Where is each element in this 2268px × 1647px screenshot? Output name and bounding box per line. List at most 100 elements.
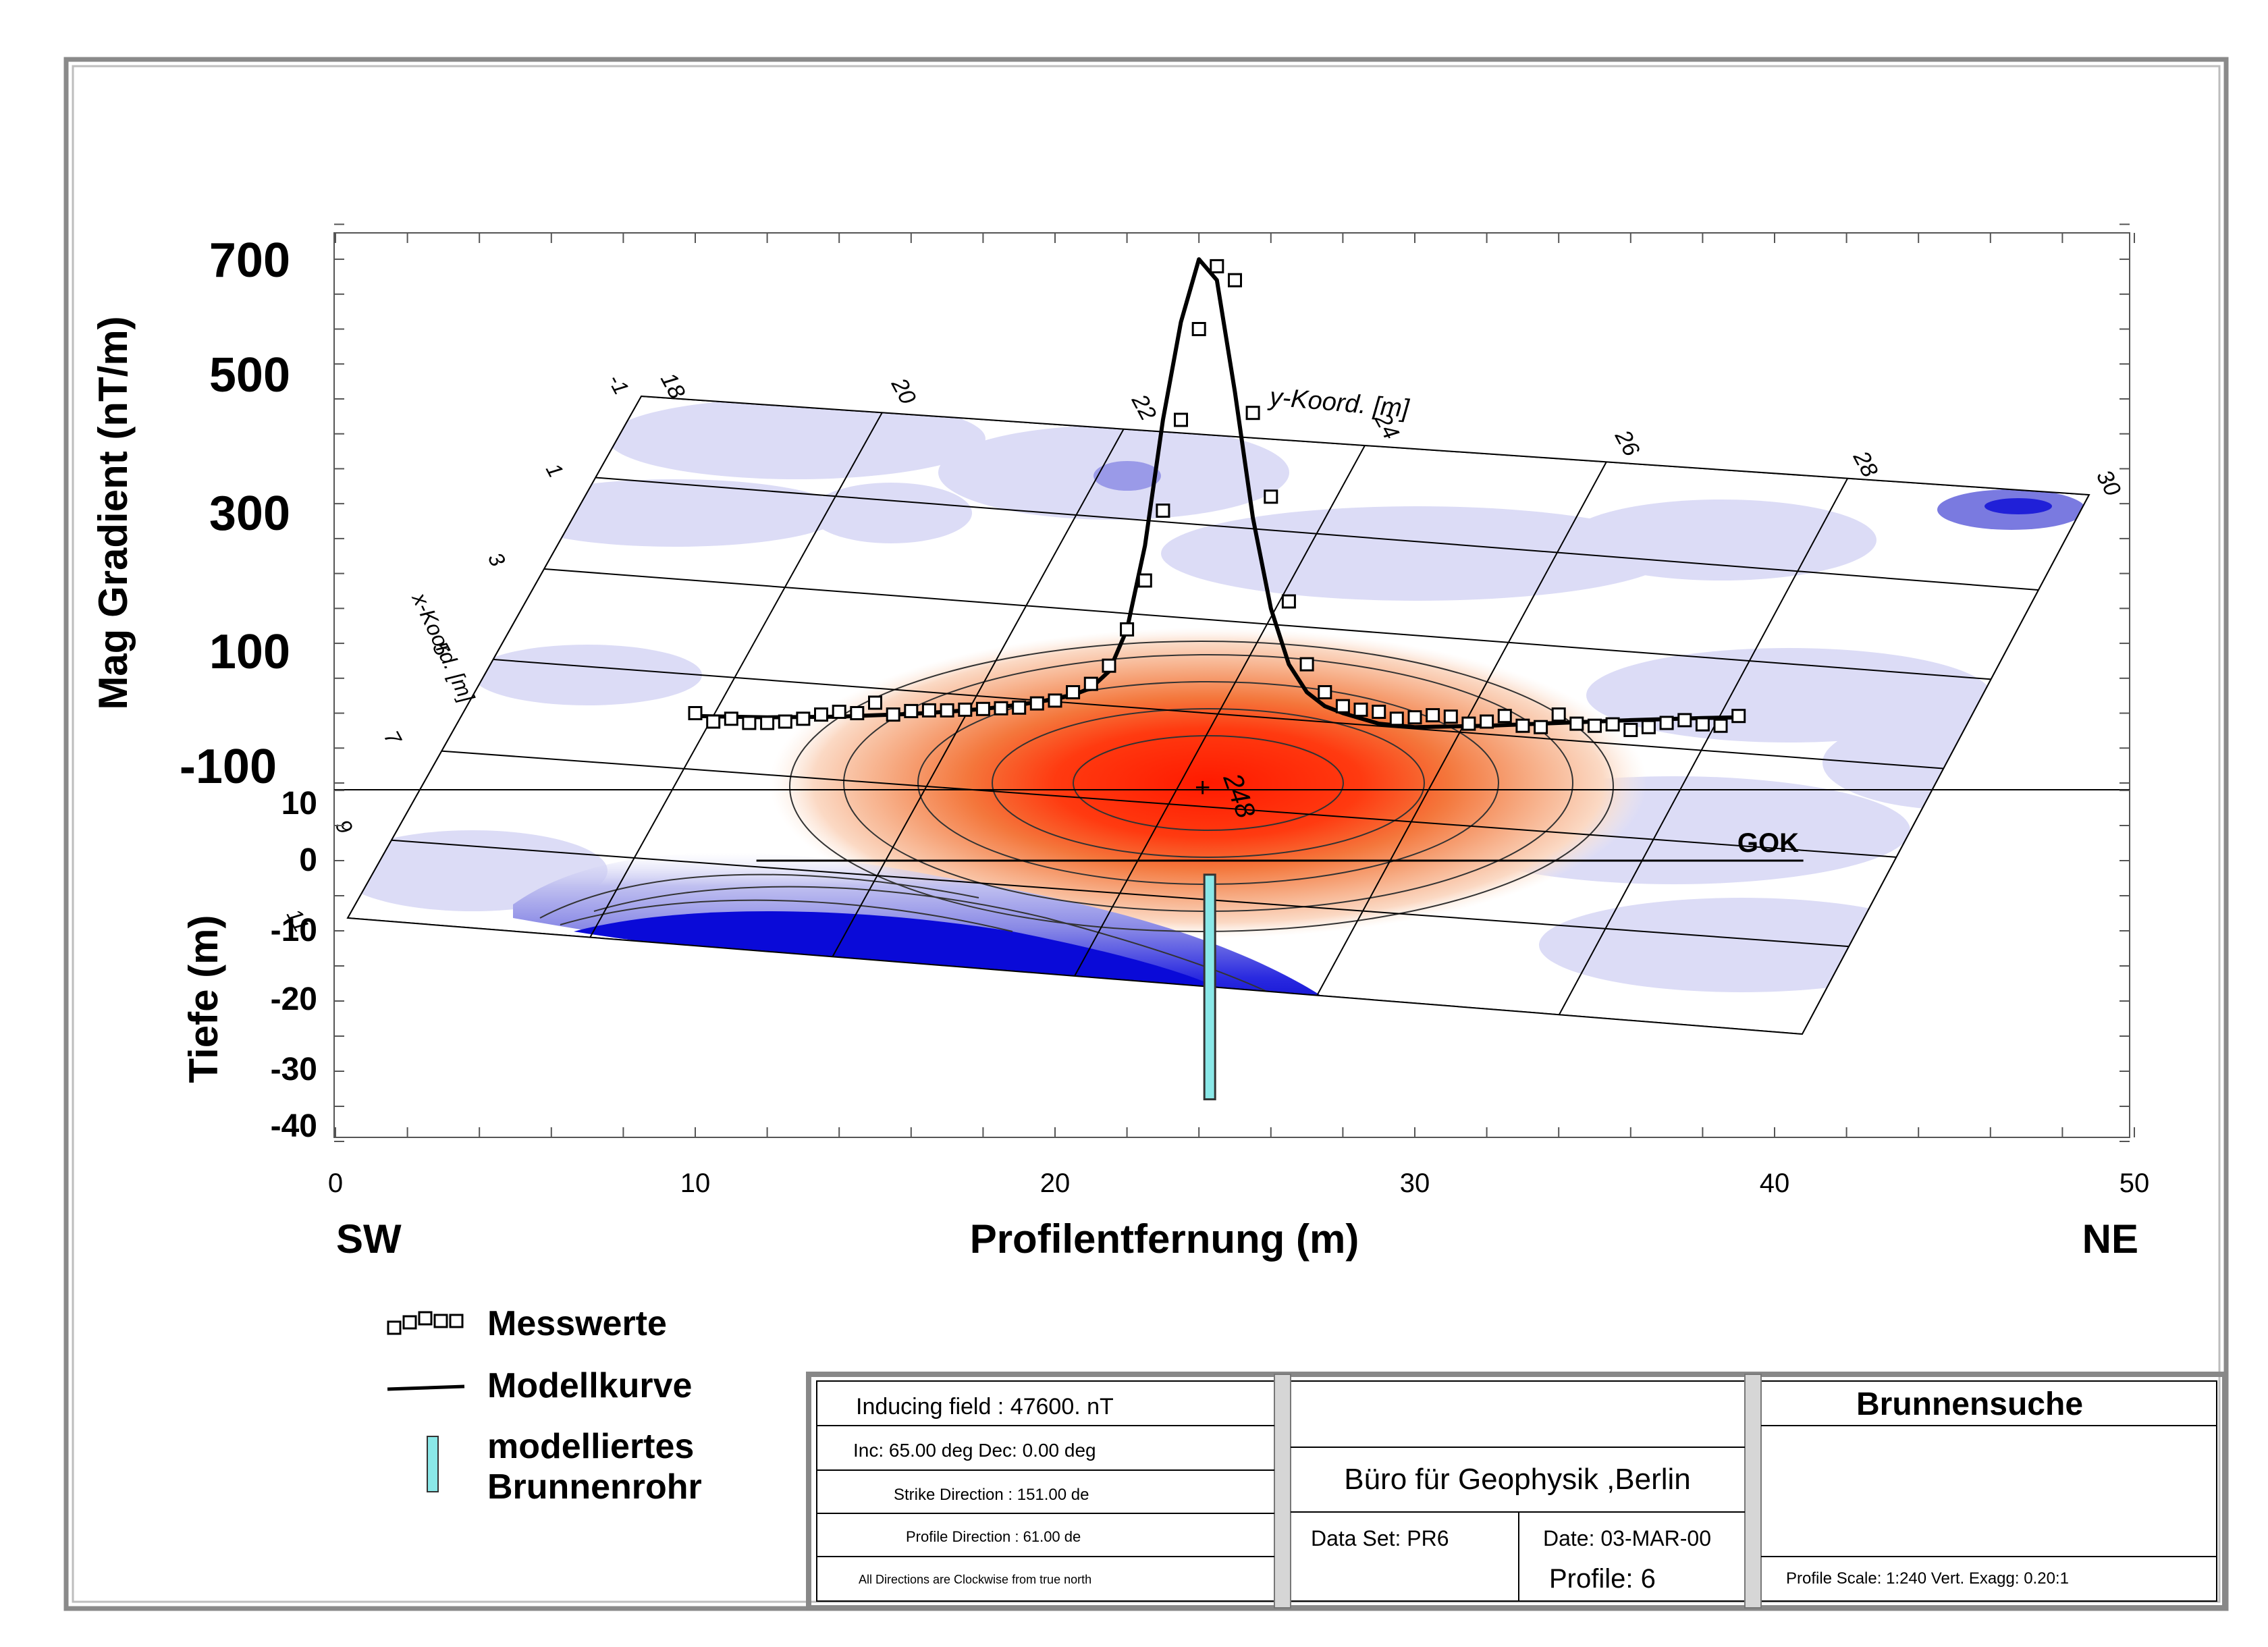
gok-label: GOK: [1737, 828, 1799, 858]
well-pipe: [1203, 873, 1216, 1101]
measurement-point: [1012, 700, 1027, 715]
measurement-point: [778, 714, 792, 729]
x-axis-title: Profilentfernung (m): [970, 1216, 1359, 1262]
inc-dec: Inc: 65.00 deg Dec: 0.00 deg: [853, 1440, 1096, 1461]
measurement-point: [994, 701, 1008, 716]
measurement-point: [1102, 658, 1116, 673]
measurement-point: [1264, 489, 1278, 504]
measurement-point: [868, 695, 882, 710]
measurement-point: [1497, 709, 1512, 724]
measurement-point: [1245, 406, 1260, 421]
measurement-point: [1713, 718, 1728, 733]
legend-brunnenrohr-label-line2: Brunnenrohr: [487, 1467, 702, 1507]
measurement-point: [760, 716, 775, 730]
measurement-point: [921, 703, 936, 718]
corner-negative-core: [1985, 498, 2052, 514]
peak-marker: +: [1195, 773, 1210, 803]
measurement-point: [940, 703, 954, 718]
x-tick-label: 50: [2120, 1168, 2150, 1198]
measurement-point: [832, 705, 846, 719]
measurement-point: [1731, 709, 1746, 724]
negative-anomaly-core: [574, 911, 1228, 992]
measurement-point: [1515, 718, 1530, 733]
measurement-point: [850, 706, 865, 720]
company-name: Büro für Geophysik ,Berlin: [1344, 1463, 1691, 1496]
upper-y-tick-label: 300: [209, 487, 290, 541]
measurement-point: [1623, 722, 1638, 737]
x-minor-ticks: [335, 233, 2135, 1137]
measurement-point: [1534, 720, 1548, 734]
legend-brunnenrohr-label-line1: modelliertes: [487, 1427, 694, 1466]
measurement-point: [1551, 707, 1566, 722]
measurement-point: [1389, 711, 1404, 726]
measurement-point: [975, 701, 990, 716]
legend: Messwerte Modellkurve modelliertes Brunn…: [387, 1304, 702, 1507]
measurement-point: [1191, 322, 1206, 336]
y-minor-ticks: [334, 223, 2130, 1142]
measurement-point: [706, 714, 721, 729]
measurement-point: [814, 707, 828, 722]
measurement-point: [1066, 685, 1081, 699]
measurement-point: [1443, 709, 1458, 724]
lower-y-ticks: 10 0 -10 -20 -30 -40: [271, 786, 317, 1144]
map-outline: [346, 395, 2090, 1035]
lower-y-tick-label: -30: [271, 1052, 317, 1087]
measurement-point: [886, 707, 900, 722]
data-set: Data Set: PR6: [1311, 1526, 1449, 1550]
x-tick-label: 30: [1400, 1168, 1430, 1198]
legend-messwerte-label: Messwerte: [487, 1304, 667, 1343]
measurement-point: [904, 703, 919, 718]
measurement-point: [1228, 273, 1242, 288]
measurement-point: [1569, 716, 1584, 731]
measurement-point: [1120, 622, 1135, 637]
measurement-point: [1588, 718, 1602, 733]
lower-y-axis-title: Tiefe (m): [181, 915, 226, 1083]
measurement-point: [1029, 696, 1044, 711]
upper-y-ticks: 700 500 300 100 -100: [180, 234, 290, 794]
lower-y-tick-label: 10: [281, 786, 317, 821]
profile-scale: Profile Scale: 1:240 Vert. Exagg: 0.20:1: [1786, 1569, 2069, 1588]
measurement-point: [742, 716, 757, 730]
measurement-point: [796, 711, 811, 726]
measurement-markers: [688, 259, 1746, 737]
upper-y-axis-title: Mag Gradient (nT/m): [90, 316, 136, 709]
measurement-point: [1210, 259, 1224, 273]
lower-y-tick-label: 0: [299, 842, 317, 878]
x-ticks: 0 10 20 30 40 50: [328, 1168, 2149, 1198]
measurement-point: [1461, 716, 1476, 731]
strike-direction: Strike Direction : 151.00 de: [894, 1486, 1089, 1504]
measurement-point: [1480, 714, 1494, 729]
project-title: Brunnensuche: [1856, 1386, 2083, 1422]
measurement-point: [1137, 573, 1152, 588]
x-tick-label: 40: [1760, 1168, 1790, 1198]
x-axis-right-direction: NE: [2082, 1216, 2138, 1262]
clockwise-note: All Directions are Clockwise from true n…: [859, 1573, 1091, 1586]
measurement-point: [1353, 702, 1368, 717]
measurement-point: [1695, 717, 1710, 732]
legend-modellkurve-symbol: [387, 1384, 465, 1391]
measurement-point: [1677, 713, 1692, 728]
measurement-point: [1048, 693, 1062, 708]
profile-number: Profile: 6: [1549, 1564, 1656, 1594]
upper-y-tick-label: 500: [209, 348, 290, 402]
x-tick-label: 10: [680, 1168, 711, 1198]
x-tick-label: 20: [1040, 1168, 1071, 1198]
x-tick-label: 0: [328, 1168, 343, 1198]
measurement-point: [1281, 594, 1296, 609]
measurement-point: [1641, 720, 1656, 734]
small-negative-patch: [1094, 461, 1161, 491]
upper-y-tick-label: 700: [209, 234, 290, 288]
lower-y-tick-label: -20: [271, 981, 317, 1017]
legend-messwerte-symbol: [387, 1311, 464, 1335]
upper-y-tick-label: 100: [209, 625, 290, 679]
profile-direction: Profile Direction : 61.00 de: [906, 1528, 1081, 1545]
measurement-point: [1659, 716, 1674, 730]
measurement-point: [1318, 685, 1332, 699]
measurement-point: [1174, 412, 1188, 427]
measurement-point: [1407, 710, 1422, 725]
inducing-field: Inducing field : 47600. nT: [856, 1394, 1114, 1420]
measurement-point: [958, 702, 973, 717]
measurement-point: [1372, 705, 1386, 719]
measurement-point: [724, 711, 738, 726]
